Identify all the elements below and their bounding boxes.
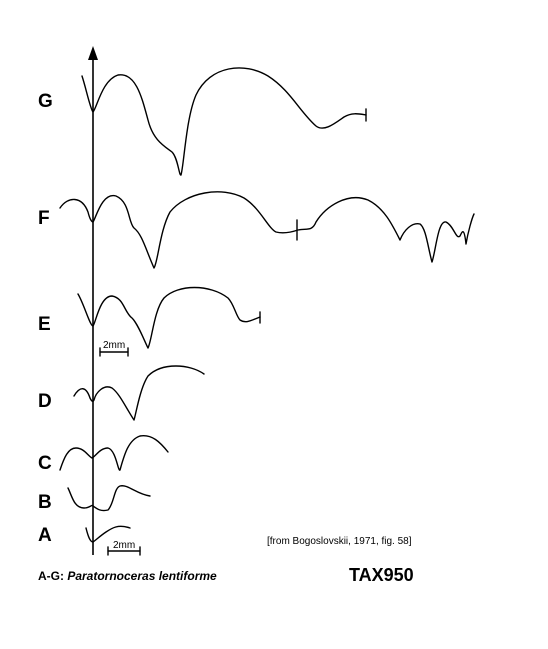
- tax-id: TAX950: [349, 565, 414, 585]
- caption-taxon: Paratornoceras lentiforme: [67, 569, 217, 583]
- axis-arrow-icon: [88, 46, 98, 60]
- stage-label-c: C: [38, 453, 52, 474]
- stage-label-g: G: [38, 91, 53, 112]
- suture-line-c: [59, 435, 169, 471]
- stage-label-e: E: [38, 314, 51, 335]
- suture-line-g: [81, 67, 367, 176]
- stage-label-d: D: [38, 391, 52, 412]
- scale-bar-upper: 2mm: [99, 340, 129, 357]
- suture-line-b: [67, 485, 151, 512]
- suture-line-d: [73, 365, 205, 421]
- suture-line-e: [77, 286, 261, 349]
- stage-label-f: F: [38, 208, 50, 229]
- scale-bar-lower-label: 2mm: [113, 540, 135, 551]
- suture-line-a: [85, 525, 131, 543]
- source-note: [from Bogoslovskii, 1971, fig. 58]: [267, 536, 412, 547]
- suture-line-f: [59, 191, 475, 269]
- stage-label-b: B: [38, 492, 52, 513]
- figure-caption: A-G: Paratornoceras lentiforme: [38, 569, 217, 583]
- scale-bar-lower: 2mm: [107, 540, 141, 556]
- caption-prefix: A-G:: [38, 569, 67, 583]
- stage-label-a: A: [38, 525, 52, 546]
- scale-bar-upper-label: 2mm: [103, 340, 125, 351]
